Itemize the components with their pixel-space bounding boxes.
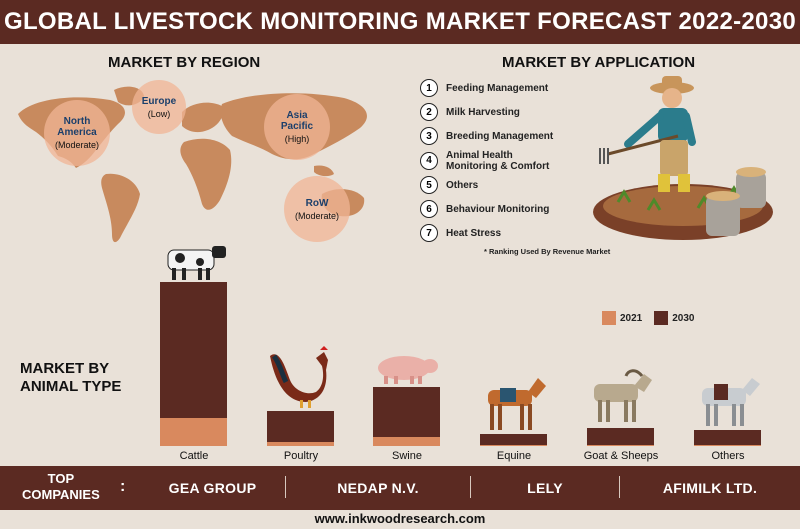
- top-label-line2: COMPANIES: [22, 487, 100, 502]
- bar-2021-swine: [373, 437, 440, 446]
- rooster-icon: [270, 346, 328, 408]
- rank-badge: 6: [420, 200, 438, 218]
- application-label: Heat Stress: [446, 227, 502, 239]
- region-level: (Low): [147, 108, 171, 119]
- rank-badge: 5: [420, 176, 438, 194]
- region-name: North America: [57, 116, 97, 138]
- animal-section-title: MARKET BY ANIMAL TYPE: [20, 360, 121, 396]
- region-level: (High): [284, 134, 310, 144]
- legend-swatch-2021: [602, 311, 616, 325]
- rank-badge: 4: [420, 151, 438, 170]
- category-label-goat-sheeps: Goat & Sheeps: [583, 450, 659, 462]
- region-name: Asia Pacific: [280, 110, 314, 132]
- application-item: 7 Heat Stress: [420, 221, 620, 245]
- pig-icon: [378, 356, 438, 384]
- legend-swatch-2030: [654, 311, 669, 325]
- top-companies-bar: TOP COMPANIES : GEA GROUP NEDAP N.V. LEL…: [0, 466, 800, 510]
- region-name: RoW: [305, 197, 329, 209]
- bar-2021-equine: [480, 445, 547, 446]
- company-lely: LELY: [527, 480, 563, 496]
- world-map: North America (Moderate) Europe (Low) As…: [14, 76, 394, 252]
- application-label: Others: [446, 179, 479, 191]
- category-label-poultry: Poultry: [283, 450, 319, 462]
- bar-2021-poultry: [267, 442, 334, 446]
- region-name: Europe: [141, 95, 177, 107]
- chart-legend: 2021 2030: [602, 311, 695, 325]
- divider: [470, 476, 471, 498]
- bar-2030-goat-sheeps: [587, 428, 654, 445]
- website-url: www.inkwoodresearch.com: [314, 511, 486, 526]
- application-label: Behaviour Monitoring: [446, 203, 550, 215]
- farmer-icon: [593, 76, 773, 240]
- application-label: Feeding Management: [446, 82, 549, 94]
- rank-badge: 3: [420, 127, 438, 145]
- bar-2021-cattle: [160, 418, 227, 446]
- donkey-icon: [702, 378, 760, 426]
- application-list: 1 Feeding Management 2 Milk Harvesting 3…: [420, 76, 620, 245]
- application-label: Breeding Management: [446, 130, 554, 142]
- top-companies-label: TOP COMPANIES: [22, 471, 100, 503]
- legend-label-2030: 2030: [672, 312, 695, 324]
- application-item: 3 Breeding Management: [420, 124, 620, 148]
- company-gea-group: GEA GROUP: [168, 480, 257, 496]
- category-label-equine: Equine: [496, 450, 532, 462]
- cow-icon: [167, 246, 226, 280]
- rank-badge: 1: [420, 79, 438, 97]
- goat-icon: [594, 369, 652, 422]
- page-title: GLOBAL LIVESTOCK MONITORING MARKET FOREC…: [0, 0, 800, 44]
- company-nedap: NEDAP N.V.: [337, 480, 419, 496]
- rank-badge: 7: [420, 224, 438, 242]
- application-label: Animal Health Monitoring & Comfort: [446, 149, 550, 172]
- application-label: Milk Harvesting: [446, 106, 520, 118]
- bar-2021-others: [694, 445, 761, 446]
- application-item: 4 Animal Health Monitoring & Comfort: [420, 148, 620, 173]
- bar-2030-cattle: [160, 282, 227, 418]
- divider: [285, 476, 286, 498]
- region-level: (Moderate): [294, 210, 339, 221]
- application-section-title: MARKET BY APPLICATION: [502, 54, 696, 71]
- application-item: 6 Behaviour Monitoring: [420, 197, 620, 221]
- application-item: 5 Others: [420, 173, 620, 197]
- ranking-note: * Ranking Used By Revenue Market: [484, 247, 611, 256]
- horse-icon: [488, 378, 546, 430]
- region-level: (Moderate): [54, 140, 99, 150]
- category-label-swine: Swine: [392, 450, 422, 462]
- region-north-america: North America (Moderate): [44, 100, 110, 166]
- bar-2030-equine: [480, 434, 547, 445]
- application-item: 2 Milk Harvesting: [420, 100, 620, 124]
- bar-2030-swine: [373, 387, 440, 437]
- category-label-others: Others: [711, 450, 745, 462]
- category-label-cattle: Cattle: [179, 450, 209, 462]
- top-label-line1: TOP: [47, 471, 75, 486]
- region-section-title: MARKET BY REGION: [108, 54, 261, 71]
- region-europe: Europe (Low): [132, 80, 186, 134]
- application-item: 1 Feeding Management: [420, 76, 620, 100]
- divider: [619, 476, 620, 498]
- region-asia-pacific: Asia Pacific (High): [264, 94, 330, 160]
- region-row: RoW (Moderate): [284, 176, 350, 242]
- animal-title-line2: ANIMAL TYPE: [20, 378, 122, 395]
- colon-separator: :: [120, 478, 126, 495]
- rank-badge: 2: [420, 103, 438, 121]
- animal-bar-chart: [160, 282, 761, 446]
- company-afimilk: AFIMILK LTD.: [662, 480, 758, 496]
- bar-2030-others: [694, 430, 761, 445]
- animal-title-line1: MARKET BY: [20, 360, 110, 377]
- bar-2021-goat-sheeps: [587, 445, 654, 446]
- legend-label-2021: 2021: [620, 312, 643, 324]
- bar-2030-poultry: [267, 411, 334, 442]
